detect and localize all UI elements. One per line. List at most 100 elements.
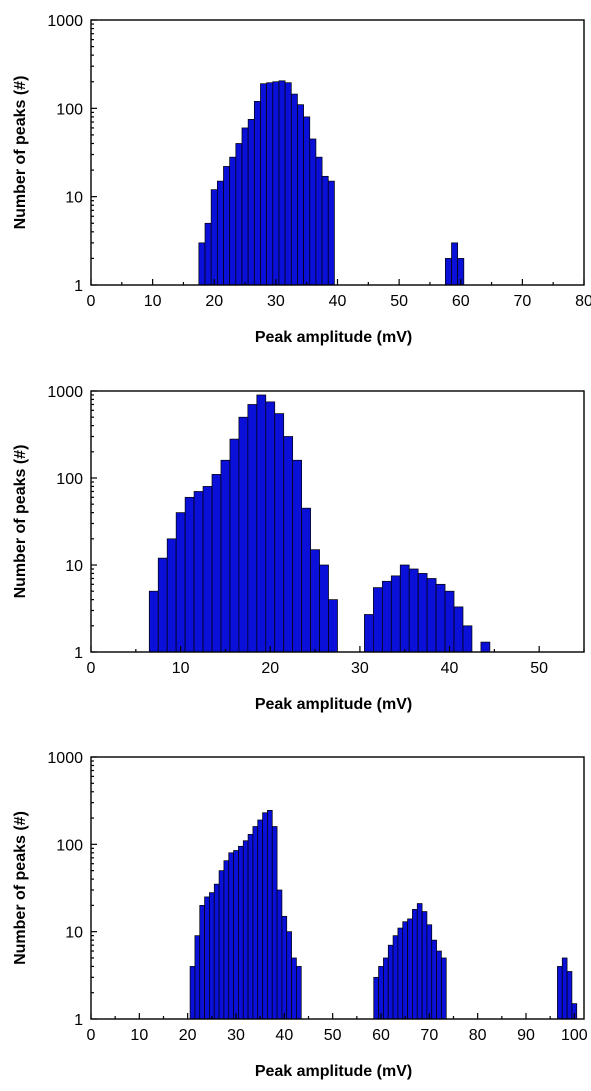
histogram-bar xyxy=(426,924,433,1020)
x-axis-title: Peak amplitude (mV) xyxy=(255,1063,412,1080)
histogram-bar xyxy=(444,258,452,286)
histogram-bar xyxy=(260,83,267,286)
histogram-bar xyxy=(416,903,423,1020)
histogram-bar xyxy=(303,116,311,286)
histogram-bar xyxy=(199,905,205,1020)
histogram-bar xyxy=(435,583,446,653)
x-tick-label: 70 xyxy=(420,1027,438,1044)
x-tick-label: 50 xyxy=(390,293,408,310)
histogram-bar xyxy=(233,850,239,1020)
histogram-bar xyxy=(566,971,573,1020)
histogram-bar xyxy=(247,119,255,286)
y-tick-label: 1000 xyxy=(47,13,83,30)
y-tick-label: 100 xyxy=(56,471,83,488)
histogram-bar xyxy=(242,840,249,1020)
x-tick-label: 40 xyxy=(275,1027,293,1044)
x-tick-label: 10 xyxy=(172,660,190,677)
histogram-bar xyxy=(253,100,261,286)
histogram-bar xyxy=(290,93,298,286)
histogram-bar xyxy=(223,860,230,1020)
histogram-bar xyxy=(286,931,292,1020)
x-tick-label: 0 xyxy=(87,293,96,310)
histogram-bar xyxy=(297,104,304,286)
histogram-bar xyxy=(283,436,294,653)
x-tick-label: 100 xyxy=(561,1027,588,1044)
x-tick-label: 20 xyxy=(205,293,223,310)
x-tick-label: 30 xyxy=(227,1027,245,1044)
histogram-bar xyxy=(284,82,292,286)
histogram-bar xyxy=(441,957,447,1020)
y-tick-label: 100 xyxy=(56,837,83,854)
histogram-bar xyxy=(209,892,215,1020)
histogram-bar xyxy=(198,242,206,286)
histogram-bar xyxy=(453,606,464,653)
histogram-bar xyxy=(204,896,210,1020)
x-tick-label: 0 xyxy=(87,660,96,677)
y-tick-label: 1000 xyxy=(47,384,83,401)
histogram-bar xyxy=(426,578,437,653)
histogram-bar xyxy=(189,966,196,1020)
histogram-bar xyxy=(148,590,159,653)
y-tick-label: 1 xyxy=(74,1012,83,1029)
histogram-bar xyxy=(229,156,237,286)
histogram-bar xyxy=(257,819,263,1020)
histogram-bar xyxy=(328,599,338,653)
histogram-bar xyxy=(202,486,213,653)
histogram-bar xyxy=(274,413,285,653)
histogram-bar xyxy=(397,927,404,1020)
x-tick-label: 10 xyxy=(144,293,162,310)
histogram-bar xyxy=(373,976,379,1020)
histogram-bar xyxy=(271,826,278,1020)
histogram-bar xyxy=(296,966,302,1020)
histogram-bar xyxy=(229,438,240,653)
histogram-bar xyxy=(310,549,320,653)
histogram-bar xyxy=(292,459,302,653)
histogram-bar xyxy=(417,573,428,653)
histogram-bar xyxy=(175,512,186,653)
histogram-bar xyxy=(216,180,224,286)
histogram-bar xyxy=(431,939,437,1020)
histogram-bar xyxy=(462,625,473,653)
histogram-bar xyxy=(387,944,394,1020)
x-tick-label: 60 xyxy=(372,1027,390,1044)
histogram-bar xyxy=(378,966,384,1020)
plot-frame xyxy=(90,756,585,1020)
y-tick-label: 10 xyxy=(65,190,83,207)
histogram-bar xyxy=(291,957,297,1020)
histogram-bar xyxy=(327,180,335,286)
histogram-bar xyxy=(262,812,268,1020)
chart-panel-1: 0 10 20 30 40 50 60 70 80 1 10 100 1000 Peak amplitud… xyxy=(12,13,591,346)
x-tick-label: 10 xyxy=(130,1027,148,1044)
histogram-bar xyxy=(184,496,195,653)
histogram-bar xyxy=(218,870,225,1020)
histogram-bar xyxy=(301,507,311,653)
histogram-bar xyxy=(265,401,276,653)
histogram-bar xyxy=(412,909,418,1020)
histogram-bar xyxy=(383,957,389,1020)
x-tick-label: 40 xyxy=(329,293,347,310)
histogram-bar xyxy=(223,166,231,286)
histogram-bar xyxy=(381,580,392,653)
x-tick-label: 20 xyxy=(261,660,279,677)
histogram-bar xyxy=(276,889,283,1020)
histogram-bar xyxy=(390,575,401,653)
histogram-bar xyxy=(256,394,267,653)
x-tick-label: 80 xyxy=(469,1027,487,1044)
histogram-bar xyxy=(238,416,249,653)
histogram-bar xyxy=(220,459,231,653)
y-tick-label: 1 xyxy=(74,645,83,662)
y-tick-label: 10 xyxy=(65,558,83,575)
histogram-bar xyxy=(421,911,428,1020)
histogram-bar xyxy=(399,564,410,653)
histogram-bar xyxy=(272,81,280,286)
histogram-bar xyxy=(407,918,413,1020)
histogram-bar xyxy=(247,404,258,653)
x-tick-label: 90 xyxy=(517,1027,535,1044)
histogram-bar xyxy=(557,966,563,1020)
x-tick-label: 70 xyxy=(513,293,531,310)
histogram-bar xyxy=(166,538,177,653)
histogram-bar xyxy=(193,491,204,653)
histogram-bar xyxy=(247,834,254,1020)
histogram-bar xyxy=(235,143,243,286)
